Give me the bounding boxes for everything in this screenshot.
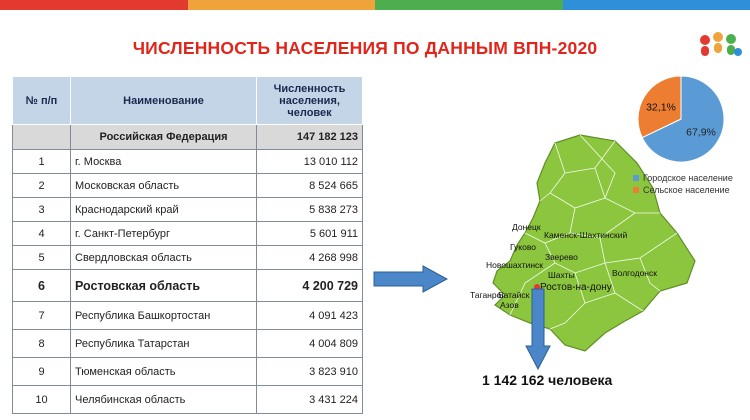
row-number: 10 [12, 385, 71, 414]
table-row: 6 Ростовская область 4 200 729 [12, 269, 363, 302]
legend-swatch-urban [633, 175, 639, 181]
people-logo-icon [700, 32, 742, 56]
row-number: 5 [12, 245, 71, 270]
map-label: Волгодонск [612, 268, 657, 278]
table-row: 8 Республика Татарстан 4 004 809 [12, 329, 363, 358]
table-row: 3 Краснодарский край 5 838 273 [12, 197, 363, 222]
legend-label-rural: Сельское население [643, 185, 730, 195]
row-name: Ростовская область [70, 269, 257, 302]
map-label: Азов [500, 300, 519, 310]
row-name: Челябинская область [70, 385, 257, 414]
table-row: 9 Тюменская область 3 823 910 [12, 357, 363, 386]
row-name: г. Санкт-Петербург [70, 221, 257, 246]
total-value: 147 182 123 [256, 124, 363, 150]
arrow-right-icon [373, 265, 448, 293]
map-label: Батайск [498, 290, 530, 300]
header-number: № п/п [12, 76, 71, 125]
pie-slice [637, 75, 682, 139]
top-color-bar [0, 0, 750, 10]
row-number: 4 [12, 221, 71, 246]
map-label: Таганрог [470, 290, 505, 300]
table-row: 2 Московская область 8 524 665 [12, 173, 363, 198]
map-label: Новошахтинск [486, 260, 544, 270]
row-value: 5 601 911 [256, 221, 363, 246]
header-population: Численность населения, человек [256, 76, 363, 125]
map-label: Зверево [545, 252, 578, 262]
page-title: ЧИСЛЕННОСТЬ НАСЕЛЕНИЯ ПО ДАННЫМ ВПН-2020 [132, 38, 598, 58]
table-row: 5 Свердловская область 4 268 998 [12, 245, 363, 270]
row-value: 4 268 998 [256, 245, 363, 270]
total-name: Российская Федерация [70, 124, 257, 150]
map-label: Гуково [510, 242, 536, 252]
color-bar-green [375, 0, 563, 10]
legend-swatch-rural [633, 187, 639, 193]
pie-slice [641, 75, 725, 163]
row-value: 13 010 112 [256, 149, 363, 174]
row-value: 4 004 809 [256, 329, 363, 358]
legend-label-urban: Городское население [643, 173, 733, 183]
row-name: Тюменская область [70, 357, 257, 386]
table-row-total: Российская Федерация 147 182 123 [12, 124, 363, 150]
table-row: 10 Челябинская область 3 431 224 [12, 385, 363, 414]
row-value: 5 838 273 [256, 197, 363, 222]
row-value: 4 091 423 [256, 301, 363, 330]
map-label: Ростов-на-дону [540, 282, 612, 293]
row-number: 1 [12, 149, 71, 174]
rostov-city-population: 1 142 162 человека [482, 372, 613, 388]
table-row: 1 г. Москва 13 010 112 [12, 149, 363, 174]
row-name: Московская область [70, 173, 257, 198]
row-name: Республика Башкортостан [70, 301, 257, 330]
color-bar-orange [187, 0, 375, 10]
row-number: 2 [12, 173, 71, 198]
table-row: 4 г. Санкт-Петербург 5 601 911 [12, 221, 363, 246]
legend-item-rural: Сельское население [633, 185, 733, 195]
population-pie-chart: 67,9% 32,1% [637, 75, 725, 163]
total-num [12, 124, 71, 150]
pie-data-label: 32,1% [646, 101, 676, 113]
header-name: Наименование [70, 76, 257, 125]
pie-data-label: 67,9% [686, 127, 716, 139]
legend-item-urban: Городское население [633, 173, 733, 183]
color-bar-blue [562, 0, 750, 10]
row-number: 6 [12, 269, 71, 302]
row-value: 3 823 910 [256, 357, 363, 386]
row-number: 9 [12, 357, 71, 386]
row-value: 3 431 224 [256, 385, 363, 414]
map-label: Донецк [512, 222, 541, 232]
row-name: Краснодарский край [70, 197, 257, 222]
arrow-down-icon [525, 288, 551, 370]
row-name: Свердловская область [70, 245, 257, 270]
row-value: 4 200 729 [256, 269, 363, 302]
map-label: Шахты [548, 270, 575, 280]
row-name: Республика Татарстан [70, 329, 257, 358]
rostov-region-map [492, 134, 696, 352]
row-number: 8 [12, 329, 71, 358]
pie-legend: Городское население Сельское население [633, 173, 733, 197]
population-table: № п/п Наименование Численность населения… [12, 76, 363, 414]
map-label: Каменск-Шахтинский [544, 230, 628, 240]
table-header-row: № п/п Наименование Численность населения… [12, 76, 363, 125]
color-bar-red [0, 0, 188, 10]
row-number: 7 [12, 301, 71, 330]
row-value: 8 524 665 [256, 173, 363, 198]
row-number: 3 [12, 197, 71, 222]
row-name: г. Москва [70, 149, 257, 174]
table-row: 7 Республика Башкортостан 4 091 423 [12, 301, 363, 330]
